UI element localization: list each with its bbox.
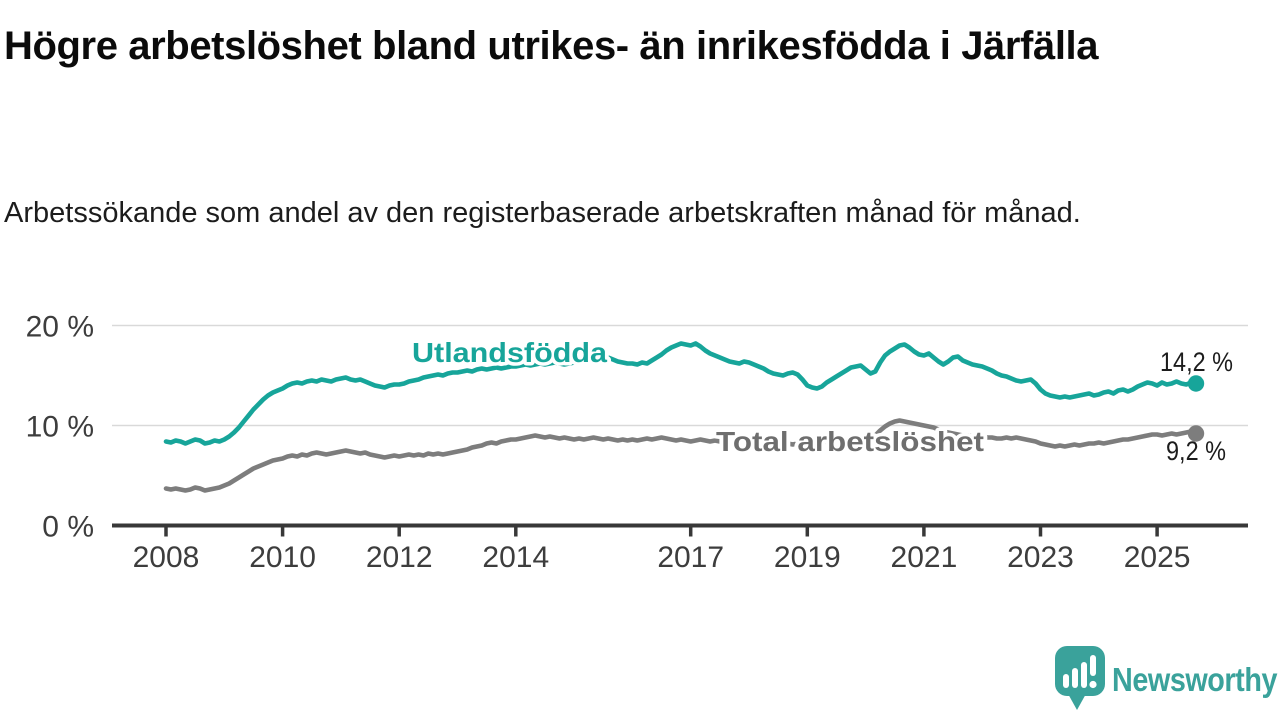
newsworthy-logo: Newsworthy [1055,646,1278,710]
series-label-utlandsf-dda: Utlandsfödda [412,337,607,368]
y-axis-label-10: 10 % [26,411,94,444]
exclamation-dot-icon [1089,680,1097,689]
x-axis-label-2008: 2008 [133,541,200,574]
series-line-total-arbetsl-shet [163,418,1199,493]
page-title: Högre arbetslöshet bland utrikes- än inr… [4,24,1099,68]
exclamation-bar-icon [1090,655,1096,676]
bar-small-icon [1063,674,1069,688]
y-axis-label-20: 20 % [26,311,94,344]
series-end-dot-utlandsf-dda [1187,375,1205,392]
y-axis-label-0: 0 % [42,511,94,544]
x-axis-label-2025: 2025 [1124,541,1191,574]
x-axis-label-2010: 2010 [249,541,316,574]
x-axis-label-2021: 2021 [891,541,958,574]
x-axis-label-2019: 2019 [774,541,841,574]
series-line-utlandsf-dda [163,341,1199,446]
series-end-dot-total-arbetsl-shet [1187,425,1205,442]
x-axis-label-2014: 2014 [482,541,549,574]
x-axis-label-2012: 2012 [366,541,433,574]
bar-large-icon [1081,662,1087,688]
series-label-total-arbetsl-shet: Total arbetslöshet [716,426,984,457]
page-subtitle: Arbetssökande som andel av den registerb… [4,197,1081,229]
x-axis-label-2017: 2017 [657,541,724,574]
end-value-label-utlandsf-dda: 14,2 % [1160,347,1233,377]
newsworthy-speech-bubble-bar-chart-icon [1055,646,1105,710]
x-axis-label-2023: 2023 [1007,541,1074,574]
newsworthy-wordmark: Newsworthy [1112,661,1278,698]
end-value-label-total-arbetsl-shet: 9,2 % [1166,436,1226,466]
bar-medium-icon [1072,668,1078,688]
